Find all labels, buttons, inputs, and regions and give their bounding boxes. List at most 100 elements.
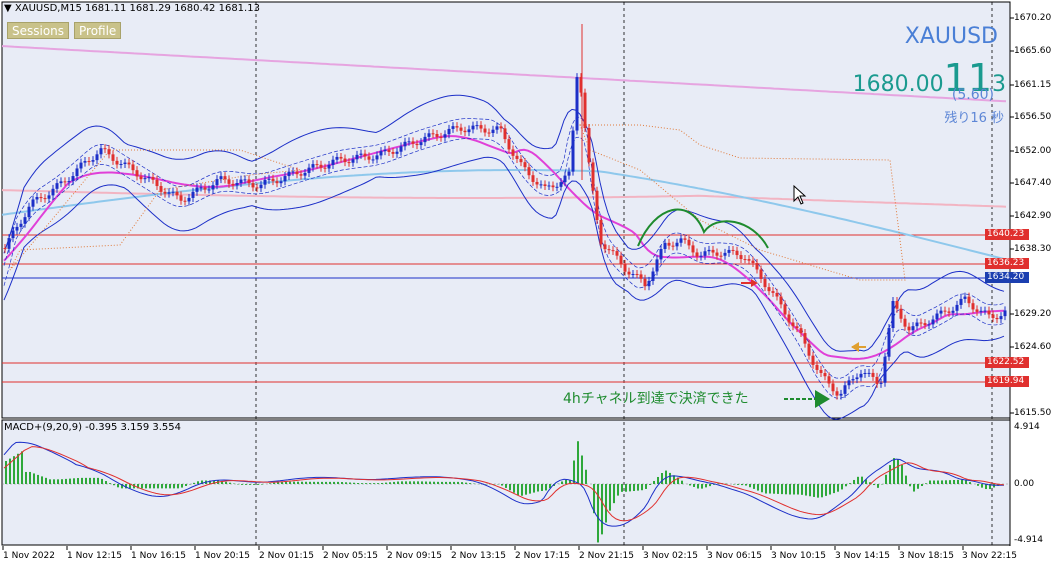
dropdown-triangle-icon[interactable]: ▼ <box>4 3 12 14</box>
trade-annotation: 4hチャネル到達で決済できた <box>563 391 749 407</box>
candle-body <box>479 125 483 129</box>
candle-body <box>951 310 955 313</box>
time-axis-label: 1 Nov 20:15 <box>195 551 250 561</box>
candle-body <box>467 129 471 133</box>
candle-body <box>271 178 275 182</box>
price-tag: 1636.23 <box>985 258 1029 269</box>
price-axis-label: 1670.20 <box>1014 13 1052 23</box>
candle-body <box>155 179 159 187</box>
candle-body <box>843 385 847 394</box>
candle-body <box>179 195 183 201</box>
candle-body <box>167 192 171 194</box>
candle-body <box>79 162 83 169</box>
candle-body <box>215 179 219 186</box>
candle-body <box>879 382 883 384</box>
candle-body <box>995 317 999 320</box>
candle-body <box>631 274 635 276</box>
candle-body <box>427 133 431 137</box>
bid-price-big: 11 <box>943 56 992 100</box>
candle-body <box>675 242 679 247</box>
candle-body <box>563 175 567 183</box>
candle-body <box>527 167 531 176</box>
candle-body <box>855 377 859 380</box>
candle-body <box>595 190 599 220</box>
candle-body <box>819 369 823 374</box>
candle-body <box>135 170 139 177</box>
candle-body <box>615 251 619 256</box>
time-axis-label: 1 Nov 12:15 <box>67 551 122 561</box>
candle-body <box>823 373 827 377</box>
bar-remaining-time: 残り16 秒 <box>944 111 1004 126</box>
candle-body <box>755 263 759 270</box>
sessions-button[interactable]: Sessions <box>7 22 70 39</box>
time-axis-label: 3 Nov 02:15 <box>643 551 698 561</box>
candle-body <box>911 326 915 331</box>
candle-body <box>895 301 899 309</box>
candle-body <box>551 185 555 188</box>
candle-body <box>915 322 919 327</box>
candle-body <box>647 280 651 287</box>
candle-body <box>171 191 175 193</box>
candle-body <box>455 126 459 128</box>
candle-body <box>363 153 367 157</box>
candle-body <box>199 187 203 189</box>
profile-button[interactable]: Profile <box>74 22 122 39</box>
candle-body <box>395 151 399 154</box>
macd-pane[interactable] <box>1 419 1011 546</box>
candle-body <box>223 176 227 180</box>
candle-body <box>355 154 359 160</box>
candle-body <box>543 184 547 187</box>
candle-body <box>571 130 575 172</box>
band-upper <box>3 94 1005 352</box>
candle-body <box>707 249 711 252</box>
candle-body <box>903 318 907 327</box>
price-axis-label: 1661.15 <box>1014 80 1052 90</box>
candle-body <box>619 255 623 264</box>
band-lower <box>3 156 1005 420</box>
candle-body <box>279 181 283 184</box>
candle-body <box>535 181 539 185</box>
candle-body <box>227 179 231 184</box>
candle-body <box>19 223 23 227</box>
candle-body <box>91 160 95 162</box>
candle-body <box>591 162 595 191</box>
candle-body <box>123 162 127 164</box>
candle-body <box>147 177 151 179</box>
candle-body <box>239 179 243 184</box>
candle-body <box>747 259 751 261</box>
candle-body <box>735 250 739 256</box>
candle-body <box>679 238 683 243</box>
candle-body <box>195 187 199 192</box>
candle-body <box>499 126 503 129</box>
price-pane[interactable] <box>1 1 1011 419</box>
candle-body <box>971 303 975 310</box>
candle-body <box>83 161 87 163</box>
candle-body <box>999 316 1003 320</box>
candle-body <box>887 328 891 357</box>
candle-body <box>555 186 559 188</box>
macd-header: MACD+(9,20,9) -0.395 3.159 3.554 <box>4 422 181 433</box>
candle-body <box>59 181 63 184</box>
candle-body <box>187 197 191 202</box>
candle-body <box>783 304 787 315</box>
price-axis-label: 1642.90 <box>1014 211 1052 221</box>
candle-body <box>939 310 943 314</box>
candle-body <box>919 322 923 324</box>
time-axis-label: 3 Nov 22:15 <box>962 551 1017 561</box>
candle-body <box>967 296 971 304</box>
candle-body <box>635 274 639 276</box>
macd-axis-label: 4.914 <box>1014 422 1040 432</box>
candle-body <box>35 197 39 200</box>
candle-body <box>835 391 839 396</box>
moving-average-long <box>1 45 1007 103</box>
candle-body <box>211 185 215 190</box>
candle-body <box>587 128 591 163</box>
candle-body <box>75 168 79 177</box>
candle-body <box>979 310 983 312</box>
candle-body <box>115 160 119 165</box>
candle-body <box>407 141 411 143</box>
candle-body <box>851 379 855 381</box>
candle-body <box>743 259 747 261</box>
